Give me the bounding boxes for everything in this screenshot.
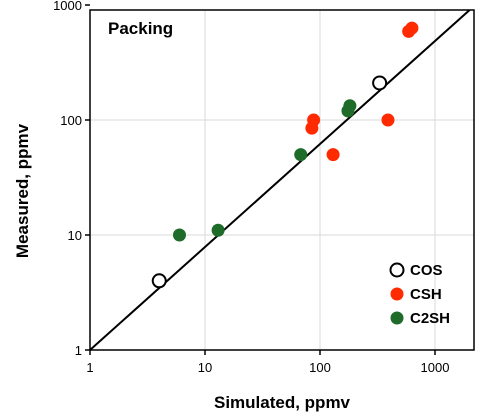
data-point-cos [372,75,388,91]
plot-area-border [89,9,475,351]
data-point-csh [405,21,419,35]
legend-label-cos: COS [410,262,443,279]
legend-marker-c2sh [390,311,404,325]
data-point-c2sh [211,223,225,237]
y-tick-label: 100 [60,113,82,128]
x-axis-ticks: 1 10 100 1000 [86,350,449,375]
x-tick-label: 1000 [421,360,450,375]
y-tick-label: 1000 [53,0,82,13]
data-point-cos [151,273,167,289]
chart-title: Packing [108,19,173,38]
identity-line [89,9,471,351]
data-point-csh [307,113,321,127]
series-c2sh [172,99,357,242]
data-point-c2sh [343,99,357,113]
y-axis-ticks: 1 10 100 1000 [53,0,90,358]
x-tick-label: 100 [309,360,331,375]
legend: COS CSH C2SH [389,262,450,327]
data-points [151,21,419,289]
series-csh [305,21,419,162]
data-point-c2sh [172,228,186,242]
legend-marker-csh [390,287,404,301]
y-tick-label: 1 [75,343,82,358]
grid-lines [90,10,474,350]
legend-marker-cos [389,262,405,278]
data-point-csh [381,113,395,127]
y-axis-title: Measured, ppmv [13,123,32,258]
x-axis-title: Simulated, ppmv [214,393,351,412]
series-cos [151,75,388,289]
x-tick-label: 10 [198,360,212,375]
legend-label-c2sh: C2SH [410,310,450,327]
data-point-c2sh [294,148,308,162]
data-point-csh [326,148,340,162]
x-tick-label: 1 [86,360,93,375]
legend-label-csh: CSH [410,286,442,303]
y-tick-label: 10 [68,228,82,243]
